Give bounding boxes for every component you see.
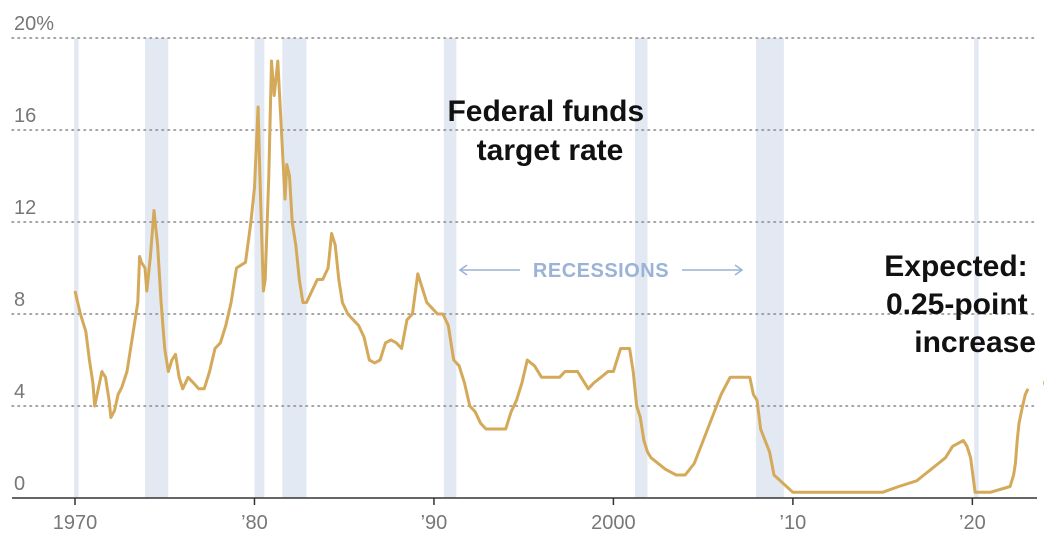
grid-lines [11,37,1038,407]
recession-band [974,38,979,498]
y-tick-label: 0 [14,473,25,495]
x-tick-label: ’10 [780,512,807,534]
x-tick-label: ’90 [421,512,448,534]
recession-band [443,38,457,498]
x-tick-label: ’20 [959,512,986,534]
recession-band [254,38,265,498]
recessions-arrowhead-left [458,264,468,276]
chart-title: Federal funds target rate [447,95,652,167]
chart-title-line-2: target rate [477,134,624,167]
chart-title-line-1: Federal funds [447,95,644,128]
expected-annotation: Expected: 0.25-point increase [884,250,1036,359]
recessions-arrowhead-right [734,264,744,276]
recession-bands [74,38,979,498]
x-tick-label: ’80 [241,512,268,534]
recession-band [74,38,79,498]
y-tick-label: 16 [14,105,36,127]
x-axis-tick-labels: 1970 ’80 ’90 2000 ’10 ’20 [53,512,986,534]
x-axis [12,497,1037,505]
recessions-annotation: RECESSIONS [458,260,744,282]
y-tick-label: 20% [14,13,54,35]
recession-band [144,38,169,498]
y-tick-label: 4 [14,381,25,403]
y-tick-label: 8 [14,289,25,311]
expected-annotation-line-2: 0.25-point [886,288,1028,321]
x-tick-label: 2000 [591,512,636,534]
y-axis-tick-labels: 0 4 8 12 16 20% [14,13,54,495]
expected-annotation-line-3: increase [914,326,1036,359]
expected-annotation-line-1: Expected: [884,250,1027,283]
recession-band [634,38,648,498]
rate-series-line [73,59,1030,494]
recessions-label: RECESSIONS [533,260,669,282]
recession-band [282,38,307,498]
y-tick-label: 12 [14,197,36,219]
x-tick-label: 1970 [53,512,98,534]
